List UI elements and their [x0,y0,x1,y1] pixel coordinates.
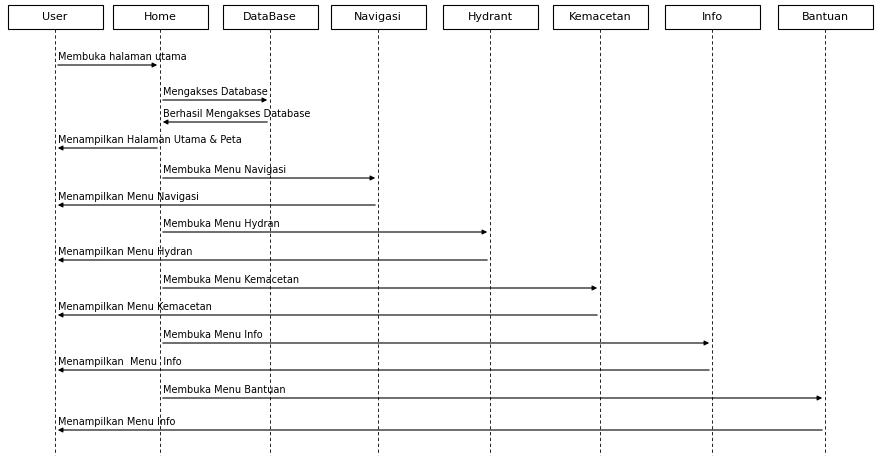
Text: DataBase: DataBase [243,12,297,22]
Bar [778,5,873,29]
Bar [665,5,759,29]
Text: Menampilkan  Menu  Info: Menampilkan Menu Info [58,357,181,367]
Text: Membuka Menu Info: Membuka Menu Info [163,330,263,340]
Text: Membuka Menu Navigasi: Membuka Menu Navigasi [163,165,286,175]
Bar [552,5,647,29]
Text: Bantuan: Bantuan [802,12,849,22]
Text: Home: Home [143,12,177,22]
Text: Menampilkan Menu Info: Menampilkan Menu Info [58,417,175,427]
Bar [223,5,317,29]
Text: Navigasi: Navigasi [354,12,402,22]
Text: Menampilkan Menu Navigasi: Menampilkan Menu Navigasi [58,192,199,202]
Text: User: User [42,12,68,22]
Bar [112,5,208,29]
Text: Membuka halaman utama: Membuka halaman utama [58,52,187,62]
Text: Berhasil Mengakses Database: Berhasil Mengakses Database [163,109,310,119]
Bar [443,5,537,29]
Bar [331,5,425,29]
Text: Membuka Menu Hydran: Membuka Menu Hydran [163,219,279,229]
Text: Membuka Menu Kemacetan: Membuka Menu Kemacetan [163,275,299,285]
Text: Menampilkan Halaman Utama & Peta: Menampilkan Halaman Utama & Peta [58,135,241,145]
Text: Hydrant: Hydrant [468,12,513,22]
Text: Info: Info [701,12,722,22]
Text: Kemacetan: Kemacetan [568,12,631,22]
Text: Menampilkan Menu Kemacetan: Menampilkan Menu Kemacetan [58,302,212,312]
Bar [7,5,103,29]
Text: Membuka Menu Bantuan: Membuka Menu Bantuan [163,385,286,395]
Text: Mengakses Database: Mengakses Database [163,87,268,97]
Text: Menampilkan Menu Hydran: Menampilkan Menu Hydran [58,247,193,257]
